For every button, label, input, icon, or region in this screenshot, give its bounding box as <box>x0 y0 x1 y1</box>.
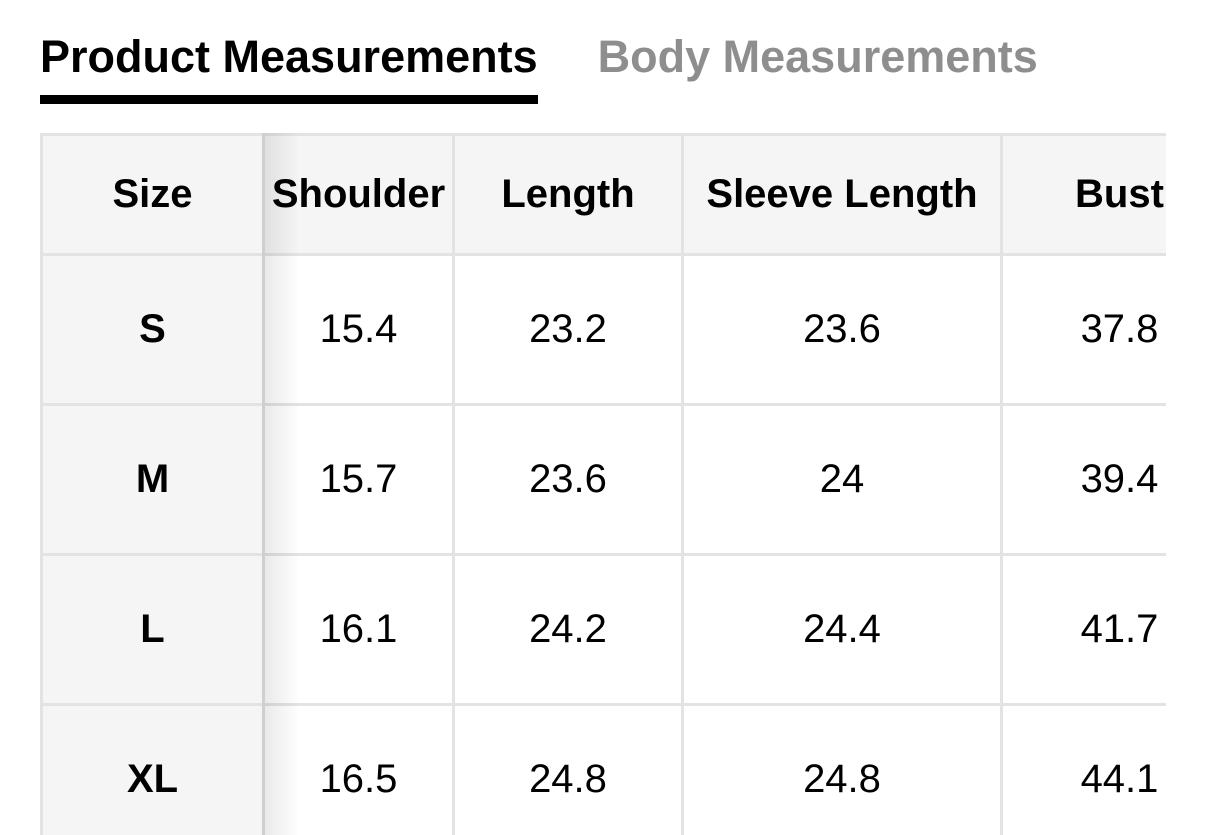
cell-xl-sleeve-length: 24.8 <box>681 702 1003 835</box>
cell-m-bust: 39.4 <box>1000 402 1166 556</box>
cell-xl-shoulder: 16.5 <box>262 702 455 835</box>
cell-xl-bust: 44.1 <box>1000 702 1166 835</box>
table-row-m: M 15.7 23.6 24 39.4 <box>40 402 1166 556</box>
col-header-sleeve-length: Sleeve Length <box>681 132 1003 256</box>
tab-body-measurements[interactable]: Body Measurements <box>597 31 1038 82</box>
tab-product-measurements[interactable]: Product Measurements <box>40 32 538 104</box>
col-header-size: Size <box>40 132 265 256</box>
cell-l-length: 24.2 <box>452 552 684 706</box>
col-header-shoulder: Shoulder <box>262 132 455 256</box>
size-table: Size Shoulder Length Sleeve Length Bust … <box>40 132 1166 835</box>
table-row-xl: XL 16.5 24.8 24.8 44.1 <box>40 702 1166 835</box>
col-header-bust: Bust <box>1000 132 1166 256</box>
cell-m-shoulder: 15.7 <box>262 402 455 556</box>
cell-m-length: 23.6 <box>452 402 684 556</box>
size-label-m: M <box>40 402 265 556</box>
cell-l-shoulder: 16.1 <box>262 552 455 706</box>
cell-l-sleeve-length: 24.4 <box>681 552 1003 706</box>
size-label-s: S <box>40 252 265 406</box>
cell-l-bust: 41.7 <box>1000 552 1166 706</box>
col-header-length: Length <box>452 132 684 256</box>
cell-m-sleeve-length: 24 <box>681 402 1003 556</box>
cell-s-length: 23.2 <box>452 252 684 406</box>
cell-s-sleeve-length: 23.6 <box>681 252 1003 406</box>
table-row-l: L 16.1 24.2 24.4 41.7 <box>40 552 1166 706</box>
size-label-l: L <box>40 552 265 706</box>
size-label-xl: XL <box>40 702 265 835</box>
cell-xl-length: 24.8 <box>452 702 684 835</box>
size-table-scroll-area[interactable]: Size Shoulder Length Sleeve Length Bust … <box>40 132 1166 835</box>
table-row-s: S 15.4 23.2 23.6 37.8 <box>40 252 1166 406</box>
header-row: Size Shoulder Length Sleeve Length Bust <box>40 132 1166 256</box>
measurement-tabs: Product Measurements Body Measurements <box>0 0 1206 104</box>
cell-s-bust: 37.8 <box>1000 252 1166 406</box>
cell-s-shoulder: 15.4 <box>262 252 455 406</box>
